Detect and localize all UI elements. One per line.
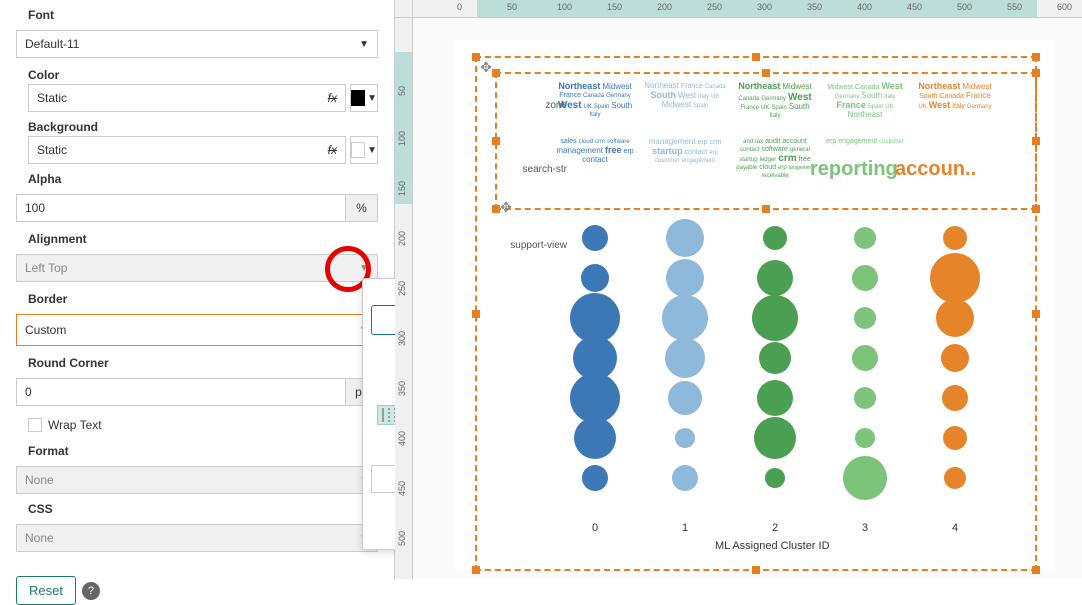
move-icon[interactable]: ✥ [499, 200, 513, 214]
wordcloud-cell: NortheastFranceCanadaSouthWestItalyUKMid… [643, 82, 727, 109]
bubble [930, 253, 980, 303]
font-label: Font [28, 8, 378, 22]
ruler-corner [395, 0, 413, 18]
bubble [582, 465, 608, 491]
bubble [763, 226, 787, 250]
bubble [854, 387, 876, 409]
background-label: Background [28, 120, 378, 134]
bubble [852, 265, 878, 291]
x-tick: 4 [952, 522, 958, 534]
bubble [852, 345, 878, 371]
x-tick: 1 [682, 522, 688, 534]
bubble [943, 226, 967, 250]
border-label: Border [28, 292, 378, 306]
bubble [854, 307, 876, 329]
bubble [574, 417, 616, 459]
bubble [668, 381, 702, 415]
bubble [582, 225, 608, 251]
font-select[interactable]: Default-11 ▼ [16, 30, 378, 58]
background-swatch-button[interactable]: ▼ [350, 136, 378, 164]
bubble [672, 465, 698, 491]
bubble [757, 380, 793, 416]
properties-panel: Font Default-11 ▼ Color Static fx ▼ Back… [0, 0, 395, 579]
reset-button[interactable]: Reset [16, 576, 76, 605]
chevron-down-icon: ▼ [359, 263, 369, 274]
round-corner-input[interactable]: 0 [16, 378, 346, 406]
bubble [666, 219, 704, 257]
bubble [757, 260, 793, 296]
wordcloud-cell: erpengagementcustomer [823, 138, 907, 146]
bubble [675, 428, 695, 448]
color-swatch-button[interactable]: ▼ [350, 84, 378, 112]
alpha-unit: % [346, 194, 378, 222]
bubble [765, 468, 785, 488]
round-corner-label: Round Corner [28, 356, 378, 370]
bubble [581, 264, 609, 292]
wrap-text-label: Wrap Text [48, 418, 102, 432]
alignment-label: Alignment [28, 232, 378, 246]
canvas-area: 050100150200250300350400450500550600 501… [395, 0, 1082, 579]
bubble [662, 295, 708, 341]
color-mode-select[interactable]: Static fx [28, 84, 346, 112]
report-page[interactable]: ✥ ✥ zone search-str support-view Northea… [455, 40, 1055, 570]
bubble [843, 456, 887, 500]
row-label-search: search-str [495, 164, 567, 175]
chevron-down-icon: ▼ [359, 39, 369, 50]
alpha-input[interactable]: 100 [16, 194, 346, 222]
alignment-select[interactable]: Left Top ▼ [16, 254, 378, 282]
background-mode-select[interactable]: Static fx [28, 136, 346, 164]
bubble [570, 373, 620, 423]
bubble [754, 417, 796, 459]
fx-icon: fx [328, 91, 337, 105]
border-select[interactable]: Custom ▼ [16, 314, 378, 346]
wordcloud-cell: managementerpcrmstartupcontacterpcustome… [643, 138, 727, 164]
bubble [942, 385, 968, 411]
ruler-horizontal: 050100150200250300350400450500550600 [413, 0, 1082, 18]
row-label-support: support-view [495, 240, 567, 251]
bubble [759, 342, 791, 374]
x-axis-label: ML Assigned Cluster ID [715, 540, 830, 552]
help-icon[interactable]: ? [82, 582, 100, 600]
fx-icon: fx [328, 143, 337, 157]
wordcloud-cell: NortheastMidwestCanadaGermanyWestFranceU… [733, 82, 817, 119]
wordcloud-cell: MidwestCanadaWestGermanySouthItalyFrance… [823, 82, 907, 119]
wordcloud-cell: salescloudcrmsoftwaremanagementfreeerpco… [553, 138, 637, 164]
css-select[interactable]: None ▼ [16, 524, 378, 552]
bubble [944, 467, 966, 489]
css-label: CSS [28, 502, 378, 516]
ruler-vertical: 50100150200250300350400450500 [395, 18, 413, 579]
wrap-text-checkbox[interactable] [28, 418, 42, 432]
big-word: reporting [810, 158, 898, 181]
alpha-label: Alpha [28, 172, 378, 186]
x-tick: 3 [862, 522, 868, 534]
bubble [943, 426, 967, 450]
bubble [752, 295, 798, 341]
bubble [855, 428, 875, 448]
x-tick: 2 [772, 522, 778, 534]
wordcloud-cell: NortheastMidwestSouthCanadaFranceUKWestI… [913, 82, 997, 111]
wordcloud-cell: andtaxauditaccountcontactsoftwaregeneral… [733, 138, 817, 180]
bubble [941, 344, 969, 372]
move-icon[interactable]: ✥ [479, 60, 493, 74]
big-word: accoun.. [895, 158, 976, 181]
bubble [936, 299, 974, 337]
bubble [854, 227, 876, 249]
wordcloud-cell: NortheastMidwestFranceCanadaGermanyWestU… [553, 82, 637, 118]
format-select[interactable]: None ▼ [16, 466, 378, 494]
color-label: Color [28, 68, 378, 82]
bubble [665, 338, 705, 378]
x-tick: 0 [592, 522, 598, 534]
format-label: Format [28, 444, 378, 458]
bubble [666, 259, 704, 297]
